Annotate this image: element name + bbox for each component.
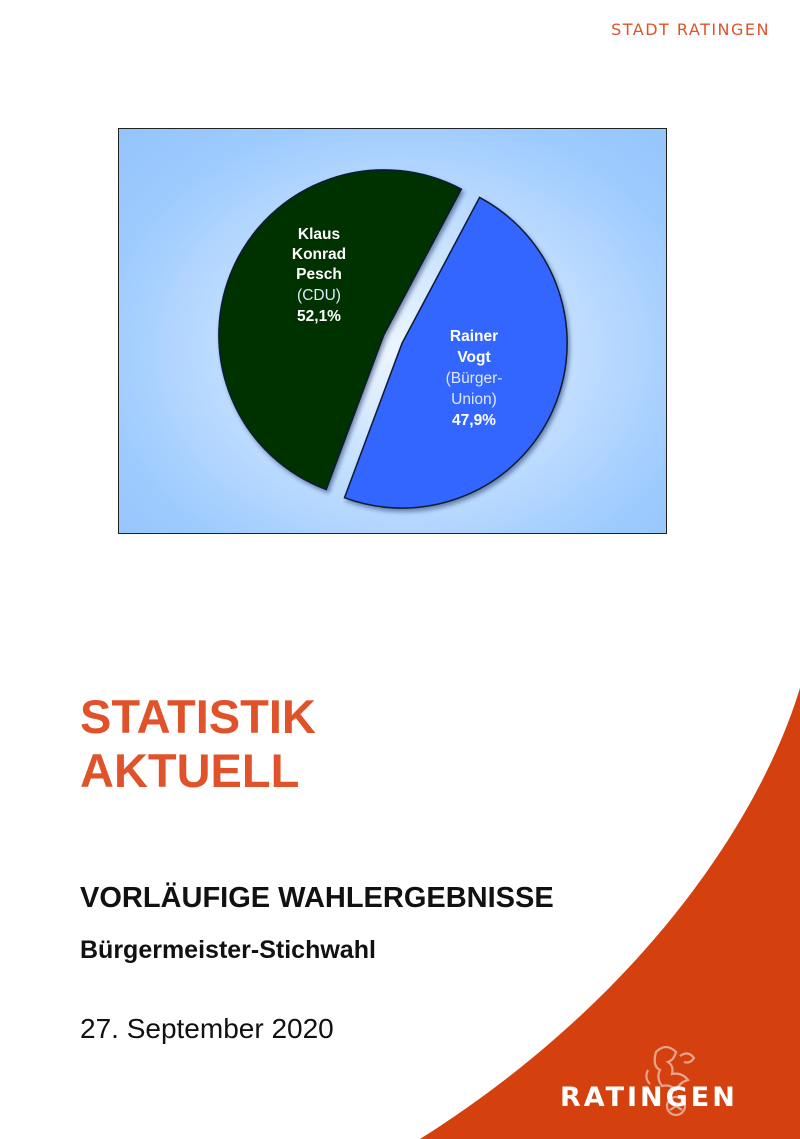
subtitle: VORLÄUFIGE WAHLERGEBNISSE [80,882,554,914]
header-brand: STADT RATINGEN [611,20,770,39]
page-title: STATISTIK AKTUELL [80,690,316,798]
pie-slice-vogt [343,196,568,509]
vogt-label-pct: 47,9% [452,412,496,429]
pesch-label-line2: Konrad [292,246,346,263]
pesch-label-party: (CDU) [297,287,341,304]
pesch-label-line1: Klaus [298,226,340,243]
ratingen-logo-wordmark: RATINGEN [560,1082,738,1113]
pesch-label-pct: 52,1% [297,308,341,325]
pesch-label-line3: Pesch [296,266,342,283]
pie-chart: Klaus Konrad Pesch (CDU) 52,1% Rainer Vo… [118,128,667,534]
lion-emblem-icon [645,1045,696,1117]
title-line1: STATISTIK [80,690,316,743]
vogt-label-line2: Vogt [457,349,490,366]
vogt-label-party1: (Bürger- [446,370,503,387]
vogt-label-party2: Union) [451,391,497,408]
date: 27. September 2020 [80,1013,334,1044]
pie-slice-pesch [218,169,463,491]
vogt-label-line1: Rainer [450,328,498,345]
pie-chart-svg: Klaus Konrad Pesch (CDU) 52,1% Rainer Vo… [218,169,568,509]
title-line2: AKTUELL [80,744,300,797]
subtitle-election-type: Bürgermeister-Stichwahl [80,936,376,964]
